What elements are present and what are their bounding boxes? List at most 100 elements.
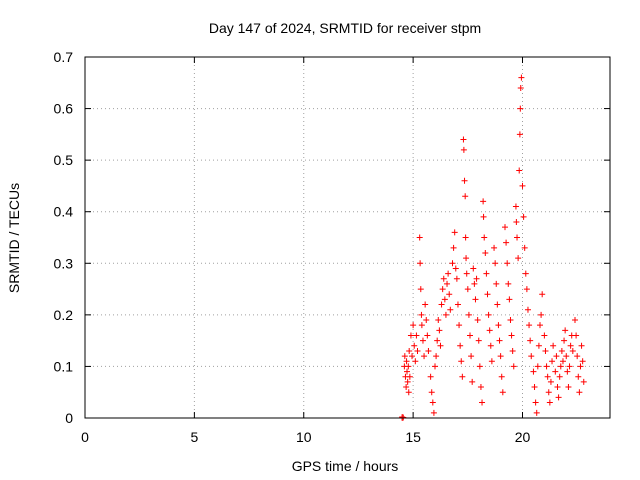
data-point [456,322,463,329]
data-point [486,327,493,334]
data-point [532,399,539,406]
data-point [435,317,442,324]
data-point [552,368,559,375]
data-point [534,363,541,370]
data-point [514,234,521,241]
data-point [544,373,551,380]
data-point [471,280,478,287]
data-point [569,347,576,354]
data-point [572,317,578,324]
data-point [473,275,480,282]
data-point [405,363,412,370]
data-point [453,275,460,282]
data-point [559,358,566,365]
data-point [477,384,484,391]
plot-frame [84,56,611,419]
data-point [438,301,445,308]
data-point [530,368,537,375]
data-point [437,342,444,349]
data-point [459,373,466,380]
data-point [441,296,448,303]
data-point [575,373,582,380]
data-point [451,229,458,236]
data-point [554,384,561,391]
data-point [491,244,498,251]
data-point [526,322,533,329]
data-point [424,332,431,339]
y-tick-label: 0.4 [54,204,74,220]
data-point [460,146,467,153]
data-point [400,414,407,421]
data-point [444,280,451,287]
data-point [516,167,523,174]
x-tick-label: 10 [296,429,312,445]
data-point [574,353,581,360]
data-point [454,301,461,308]
data-point [418,322,425,329]
data-point [403,358,410,365]
y-tick-label: 0.1 [54,358,74,374]
data-point [550,342,557,349]
data-point [433,353,440,360]
x-tick-label: 5 [190,429,198,445]
data-point [409,353,416,360]
data-point [421,353,428,360]
data-point [506,296,513,303]
data-point [499,389,506,396]
x-tick-label: 20 [515,429,531,445]
y-tick-label: 0.7 [54,49,74,65]
data-point [502,224,508,231]
data-point [423,317,430,324]
data-point [498,373,505,380]
data-point [472,296,479,303]
data-point [458,358,465,365]
y-tick-label: 0.5 [54,152,74,168]
data-point [513,219,520,226]
data-point [404,368,410,375]
data-point [503,239,510,246]
data-point [428,389,435,396]
data-point [579,358,586,365]
data-point [547,378,554,385]
data-point [469,378,476,385]
data-point [461,177,468,184]
data-point [512,203,519,210]
data-point [411,342,418,349]
data-point [436,327,443,334]
data-point [516,131,523,138]
data-point [406,347,413,354]
y-tick-label: 0 [65,410,73,426]
data-point [496,337,503,344]
data-point [520,213,527,220]
data-point [476,363,483,370]
y-tick-label: 0.2 [54,307,74,323]
data-point [404,378,411,385]
y-tick-label: 0.6 [54,101,74,117]
data-point [447,306,454,313]
data-point [563,353,570,360]
data-point [417,286,424,293]
data-point [412,358,419,365]
x-tick-label: 15 [405,429,421,445]
data-point [442,311,449,318]
data-point [580,378,587,385]
data-point [557,363,564,370]
data-point [439,286,446,293]
data-point [462,234,469,241]
data-point [464,286,471,293]
data-point [419,337,426,344]
data-point [524,306,531,313]
data-point [517,105,524,112]
data-point [401,353,408,360]
axis-ticks [84,56,610,419]
data-point [405,389,412,396]
x-axis-label: GPS time / hours [292,458,399,474]
data-point [527,337,534,344]
data-point [479,399,486,406]
grid-layer [85,57,610,418]
data-point [523,286,530,293]
chart-title: Day 147 of 2024, SRMTID for receiver stp… [209,20,481,36]
data-point [564,368,571,375]
data-point [414,347,421,354]
